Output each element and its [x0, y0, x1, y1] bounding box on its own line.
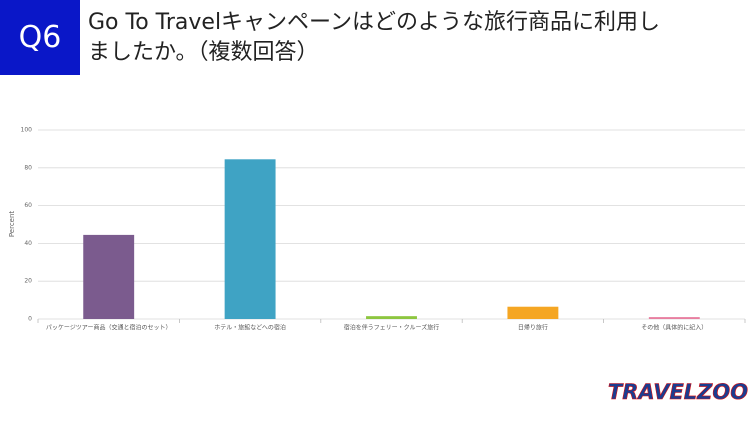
x-tick-label: ホテル・旅館などへの宿泊 [214, 324, 286, 332]
title-line: ましたか。（複数回答） [88, 40, 319, 65]
bar [224, 159, 276, 319]
y-tick-label: 80 [24, 164, 32, 171]
bar [83, 234, 135, 319]
question-badge: Q6 [0, 0, 80, 75]
bar [648, 317, 700, 319]
title-line: Go To Travelキャンペーンはどのような旅行商品に利用し [88, 10, 660, 35]
x-tick-label: パッケージツアー商品（交通と宿泊のセット） [46, 324, 172, 332]
y-tick-label: 100 [21, 127, 33, 134]
y-tick-label: 20 [24, 278, 32, 285]
y-tick-label: 40 [24, 240, 32, 247]
logo: TRAVELZOO [608, 380, 748, 404]
bar [507, 306, 559, 319]
x-tick-label: その他（具体的に記入） [641, 324, 707, 332]
y-tick-label: 0 [28, 316, 32, 323]
bar [366, 316, 417, 319]
y-axis-label: Percent [8, 211, 16, 238]
x-tick-label: 宿泊を伴うフェリー・クルーズ旅行 [344, 324, 439, 332]
y-tick-label: 60 [24, 202, 32, 209]
x-tick-label: 日帰り旅行 [518, 324, 548, 332]
slide-title: Go To Travelキャンペーンはどのような旅行商品に利用し ましたか。（複… [88, 8, 660, 68]
